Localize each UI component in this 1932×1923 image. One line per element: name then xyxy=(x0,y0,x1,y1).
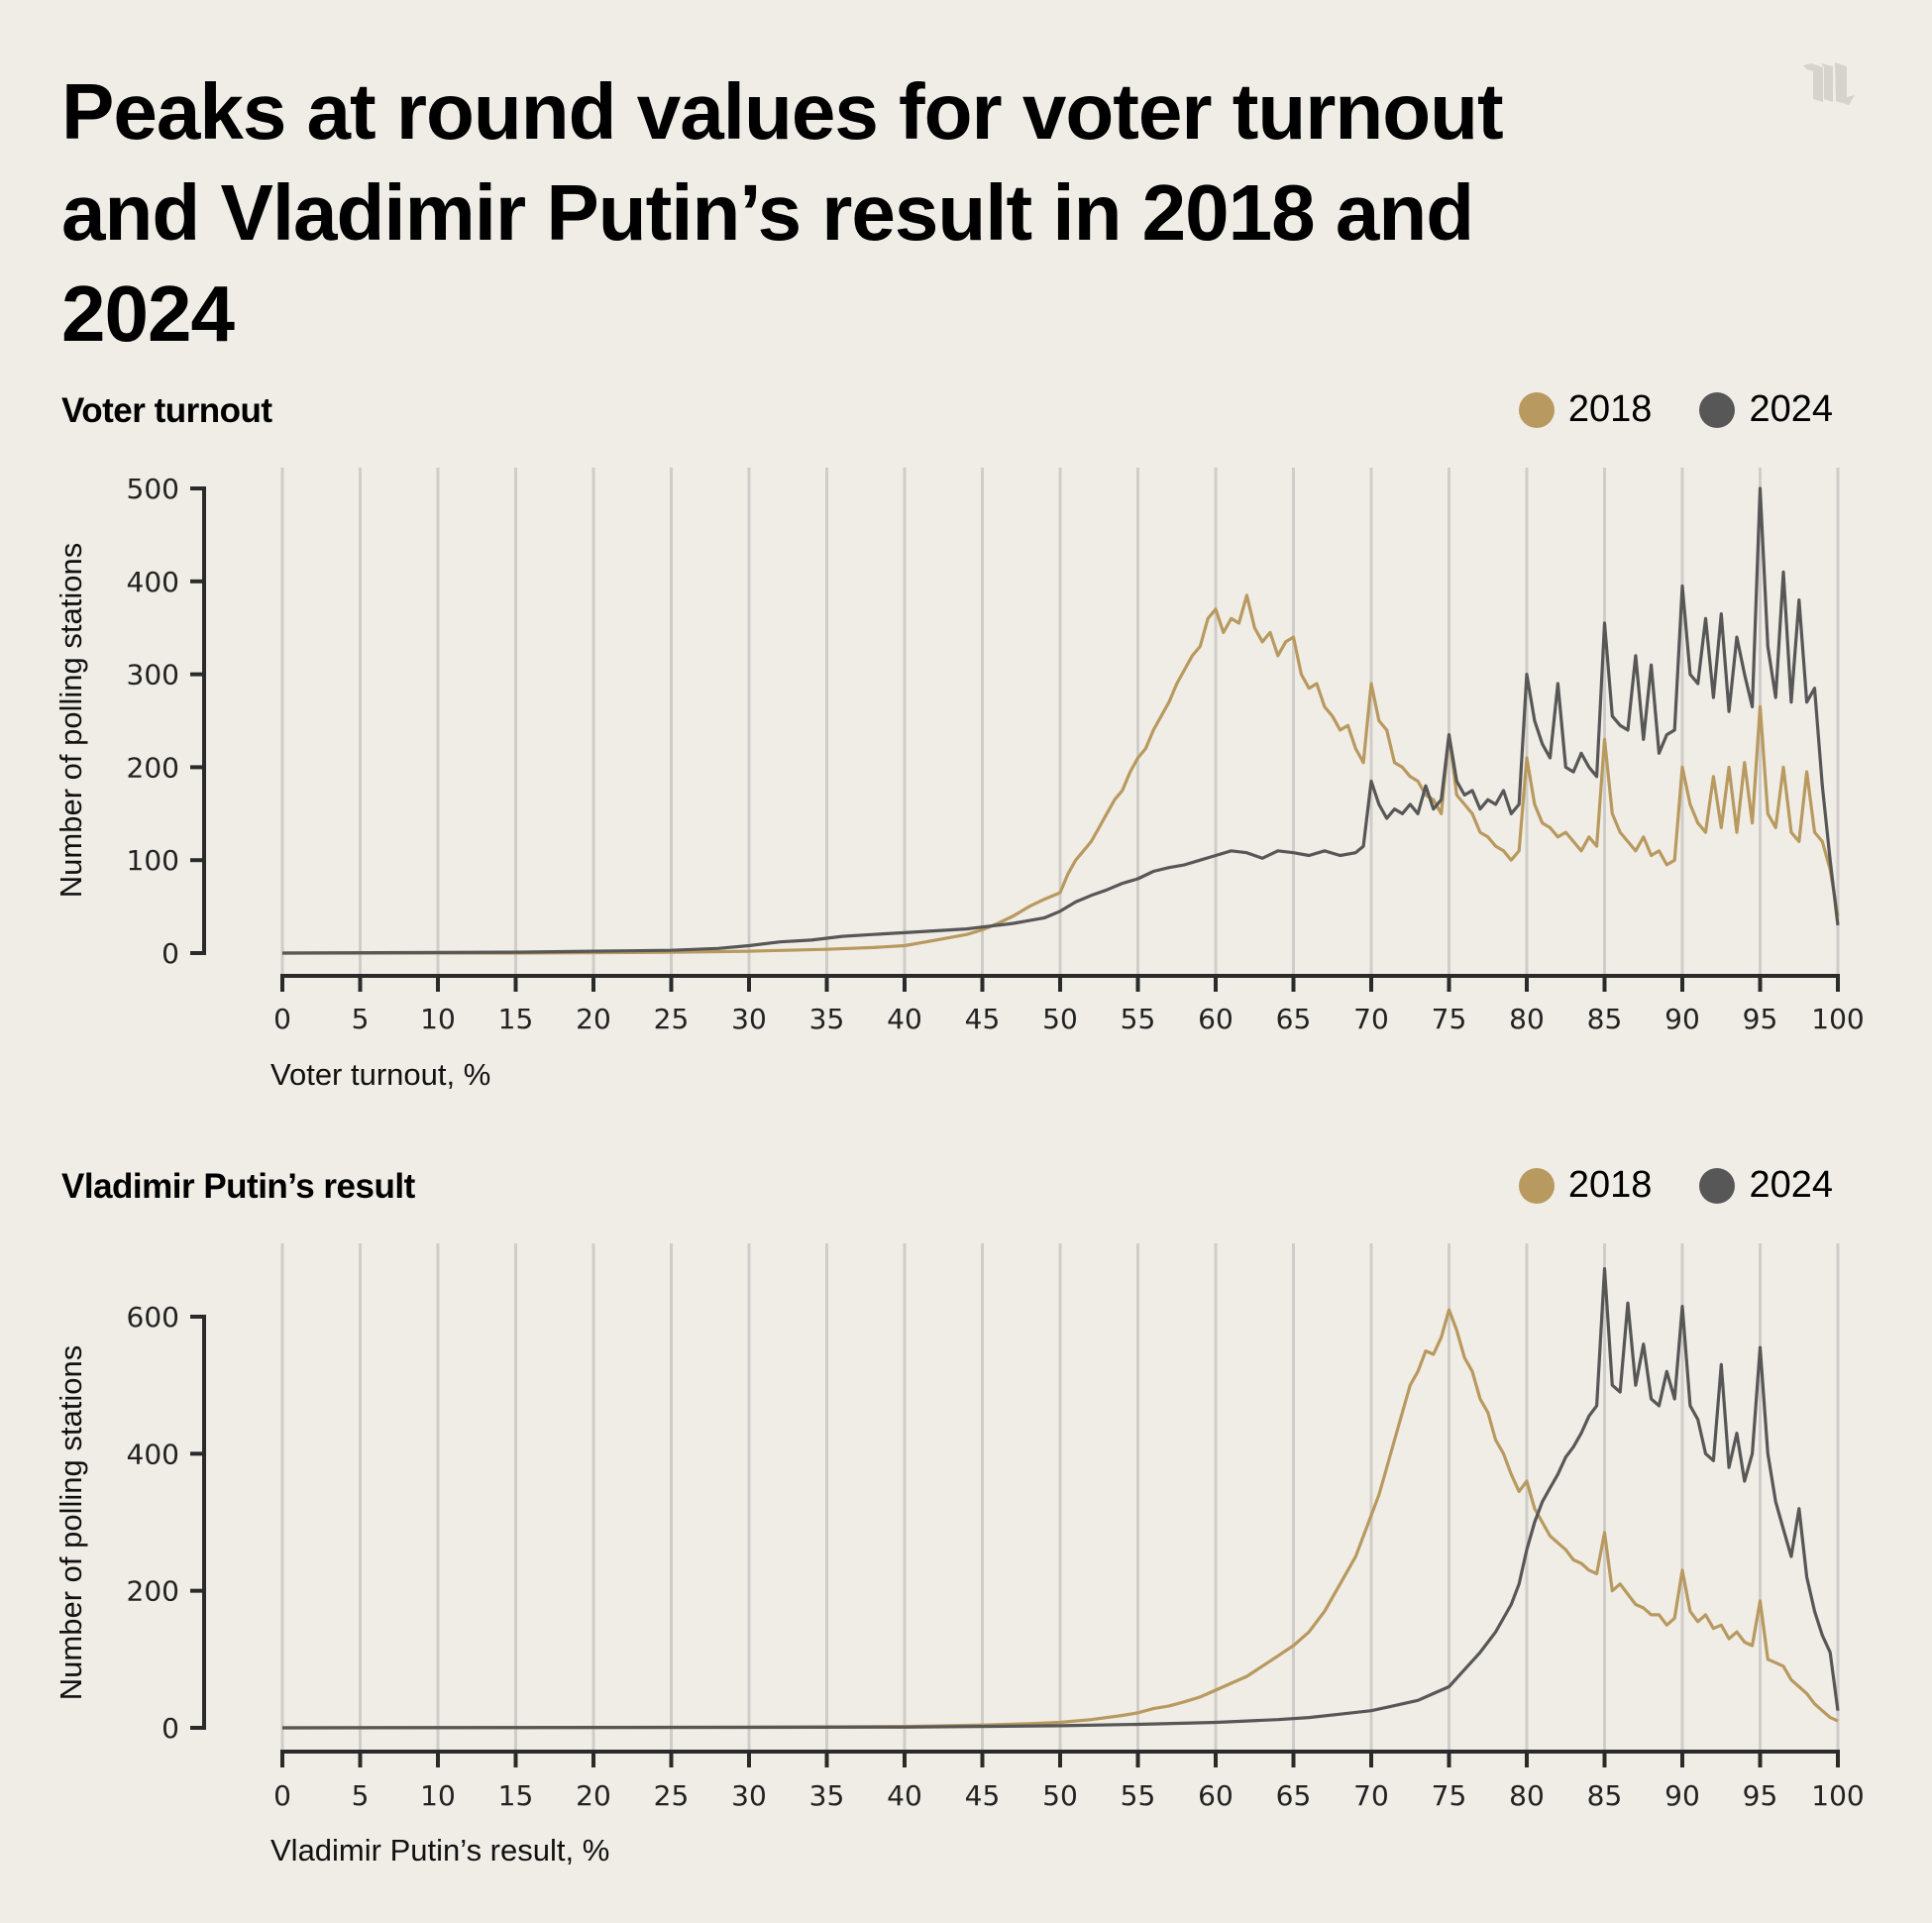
meduza-logo-icon xyxy=(1803,62,1855,105)
x-tick-label: 70 xyxy=(1353,1003,1389,1035)
x-tick-label: 45 xyxy=(965,1003,1001,1035)
x-tick-label: 75 xyxy=(1432,1003,1467,1035)
x-tick-label: 5 xyxy=(352,1003,370,1035)
y-tick-label: 400 xyxy=(127,566,179,598)
x-tick-label: 35 xyxy=(809,1003,845,1035)
x-tick-label: 55 xyxy=(1121,1003,1156,1035)
section-label-putin-result: Vladimir Putin’s result xyxy=(61,1167,415,1206)
x-tick-label: 90 xyxy=(1664,1003,1700,1035)
series-line-2024 xyxy=(281,486,1840,955)
x-tick-label: 65 xyxy=(1276,1003,1312,1035)
legend-item-2018: 2018 xyxy=(1518,1164,1653,1207)
x-tick-label: 10 xyxy=(420,1003,456,1035)
legend-label-2018: 2018 xyxy=(1567,388,1653,430)
y-tick-label: 0 xyxy=(161,937,179,970)
chart-title: Peaks at round values for voter turnout … xyxy=(61,67,1504,358)
x-tick-label: 95 xyxy=(1743,1003,1778,1035)
x-tick-label: 85 xyxy=(1587,1003,1623,1035)
legend-swatch-2018 xyxy=(1518,391,1555,428)
x-tick-label: 50 xyxy=(1042,1003,1078,1035)
legend-item-2018: 2018 xyxy=(1518,388,1653,431)
x-tick-label: 80 xyxy=(1509,1003,1545,1035)
x-tick-label: 30 xyxy=(731,1003,767,1035)
legend-label-2024: 2024 xyxy=(1749,1164,1833,1206)
x-tick-label: 15 xyxy=(498,1003,534,1035)
y-axis-title: Number of polling stations xyxy=(54,543,88,898)
legend-item-2024: 2024 xyxy=(1699,1164,1833,1207)
x-tick-label: 100 xyxy=(1811,1003,1864,1035)
x-tick-label: 0 xyxy=(273,1003,291,1035)
legend-label-2024: 2024 xyxy=(1749,388,1833,430)
legend-turnout: 2018 2024 xyxy=(1471,388,1833,431)
x-tick-label: 60 xyxy=(1198,1003,1234,1035)
y-tick-label: 100 xyxy=(127,844,179,877)
y-tick-label: 500 xyxy=(127,473,179,505)
x-tick-label: 40 xyxy=(887,1003,922,1035)
x-tick-label: 20 xyxy=(576,1003,611,1035)
y-tick-label: 200 xyxy=(127,751,179,784)
legend-swatch-2024 xyxy=(1699,391,1736,428)
x-axis-title: Voter turnout, % xyxy=(270,1057,490,1092)
series-line-2018 xyxy=(282,593,1840,955)
legend-swatch-2018 xyxy=(1518,1167,1555,1204)
x-tick-label: 25 xyxy=(654,1003,690,1035)
section-label-turnout: Voter turnout xyxy=(61,391,272,430)
legend-putin-result: 2018 2024 xyxy=(1471,1164,1833,1207)
legend-item-2024: 2024 xyxy=(1699,388,1833,431)
y-tick-label: 300 xyxy=(127,659,179,692)
legend-swatch-2024 xyxy=(1699,1167,1736,1204)
legend-label-2018: 2018 xyxy=(1567,1164,1653,1206)
